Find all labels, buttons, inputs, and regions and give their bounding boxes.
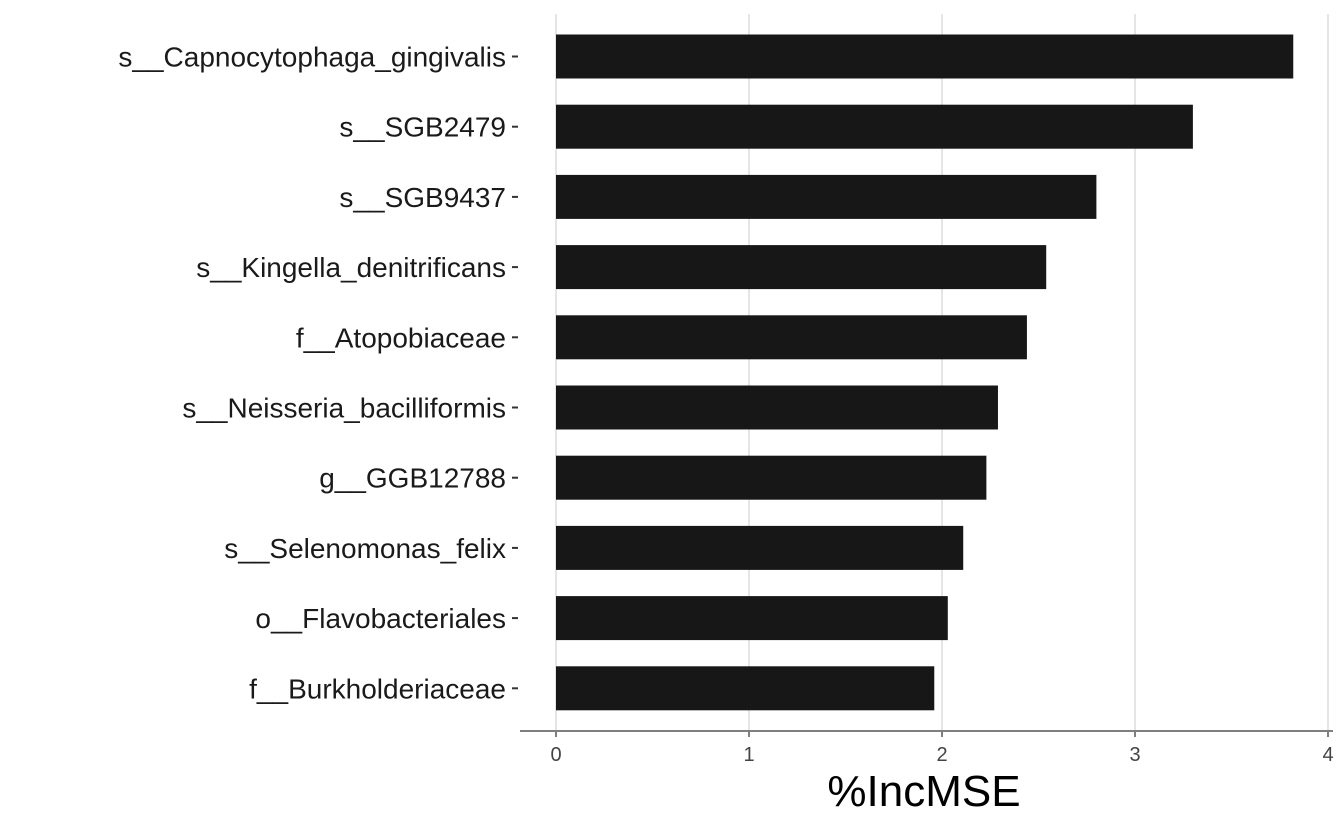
bar-3 bbox=[556, 245, 1047, 290]
category-label-0: s__Capnocytophaga_gingivalis bbox=[118, 42, 506, 73]
bar-0 bbox=[556, 34, 1294, 79]
bar-6 bbox=[556, 455, 987, 500]
bars bbox=[556, 34, 1294, 711]
bar-2 bbox=[556, 174, 1097, 219]
x-tick-label-3: 3 bbox=[1129, 744, 1140, 766]
bar-4 bbox=[556, 315, 1027, 360]
bar-7 bbox=[556, 525, 964, 570]
x-tick-label-2: 2 bbox=[936, 744, 947, 766]
category-label-7: s__Selenomonas_felix bbox=[224, 533, 506, 564]
x-axis-title: %IncMSE bbox=[827, 767, 1020, 816]
bar-8 bbox=[556, 596, 948, 641]
category-label-3: s__Kingella_denitrificans bbox=[196, 252, 506, 283]
x-tick-label-4: 4 bbox=[1322, 744, 1333, 766]
x-tick-label-0: 0 bbox=[550, 744, 561, 766]
category-label-4: f__Atopobiaceae bbox=[296, 322, 506, 353]
bar-9 bbox=[556, 666, 935, 711]
y-axis: s__Capnocytophaga_gingivalis s__SGB2479 s_… bbox=[118, 42, 518, 704]
category-label-2: s__SGB9437 bbox=[339, 182, 506, 213]
category-label-1: s__SGB2479 bbox=[339, 112, 506, 143]
category-label-6: g__GGB12788 bbox=[319, 463, 506, 494]
category-label-9: f__Burkholderiaceae bbox=[249, 673, 506, 704]
x-tick-label-1: 1 bbox=[743, 744, 754, 766]
category-label-5: s__Neisseria_bacilliformis bbox=[182, 393, 506, 424]
bar-1 bbox=[556, 104, 1193, 149]
category-label-8: o__Flavobacteriales bbox=[255, 603, 506, 634]
x-axis: 0 1 2 3 4 bbox=[520, 730, 1334, 766]
bar-5 bbox=[556, 385, 998, 430]
